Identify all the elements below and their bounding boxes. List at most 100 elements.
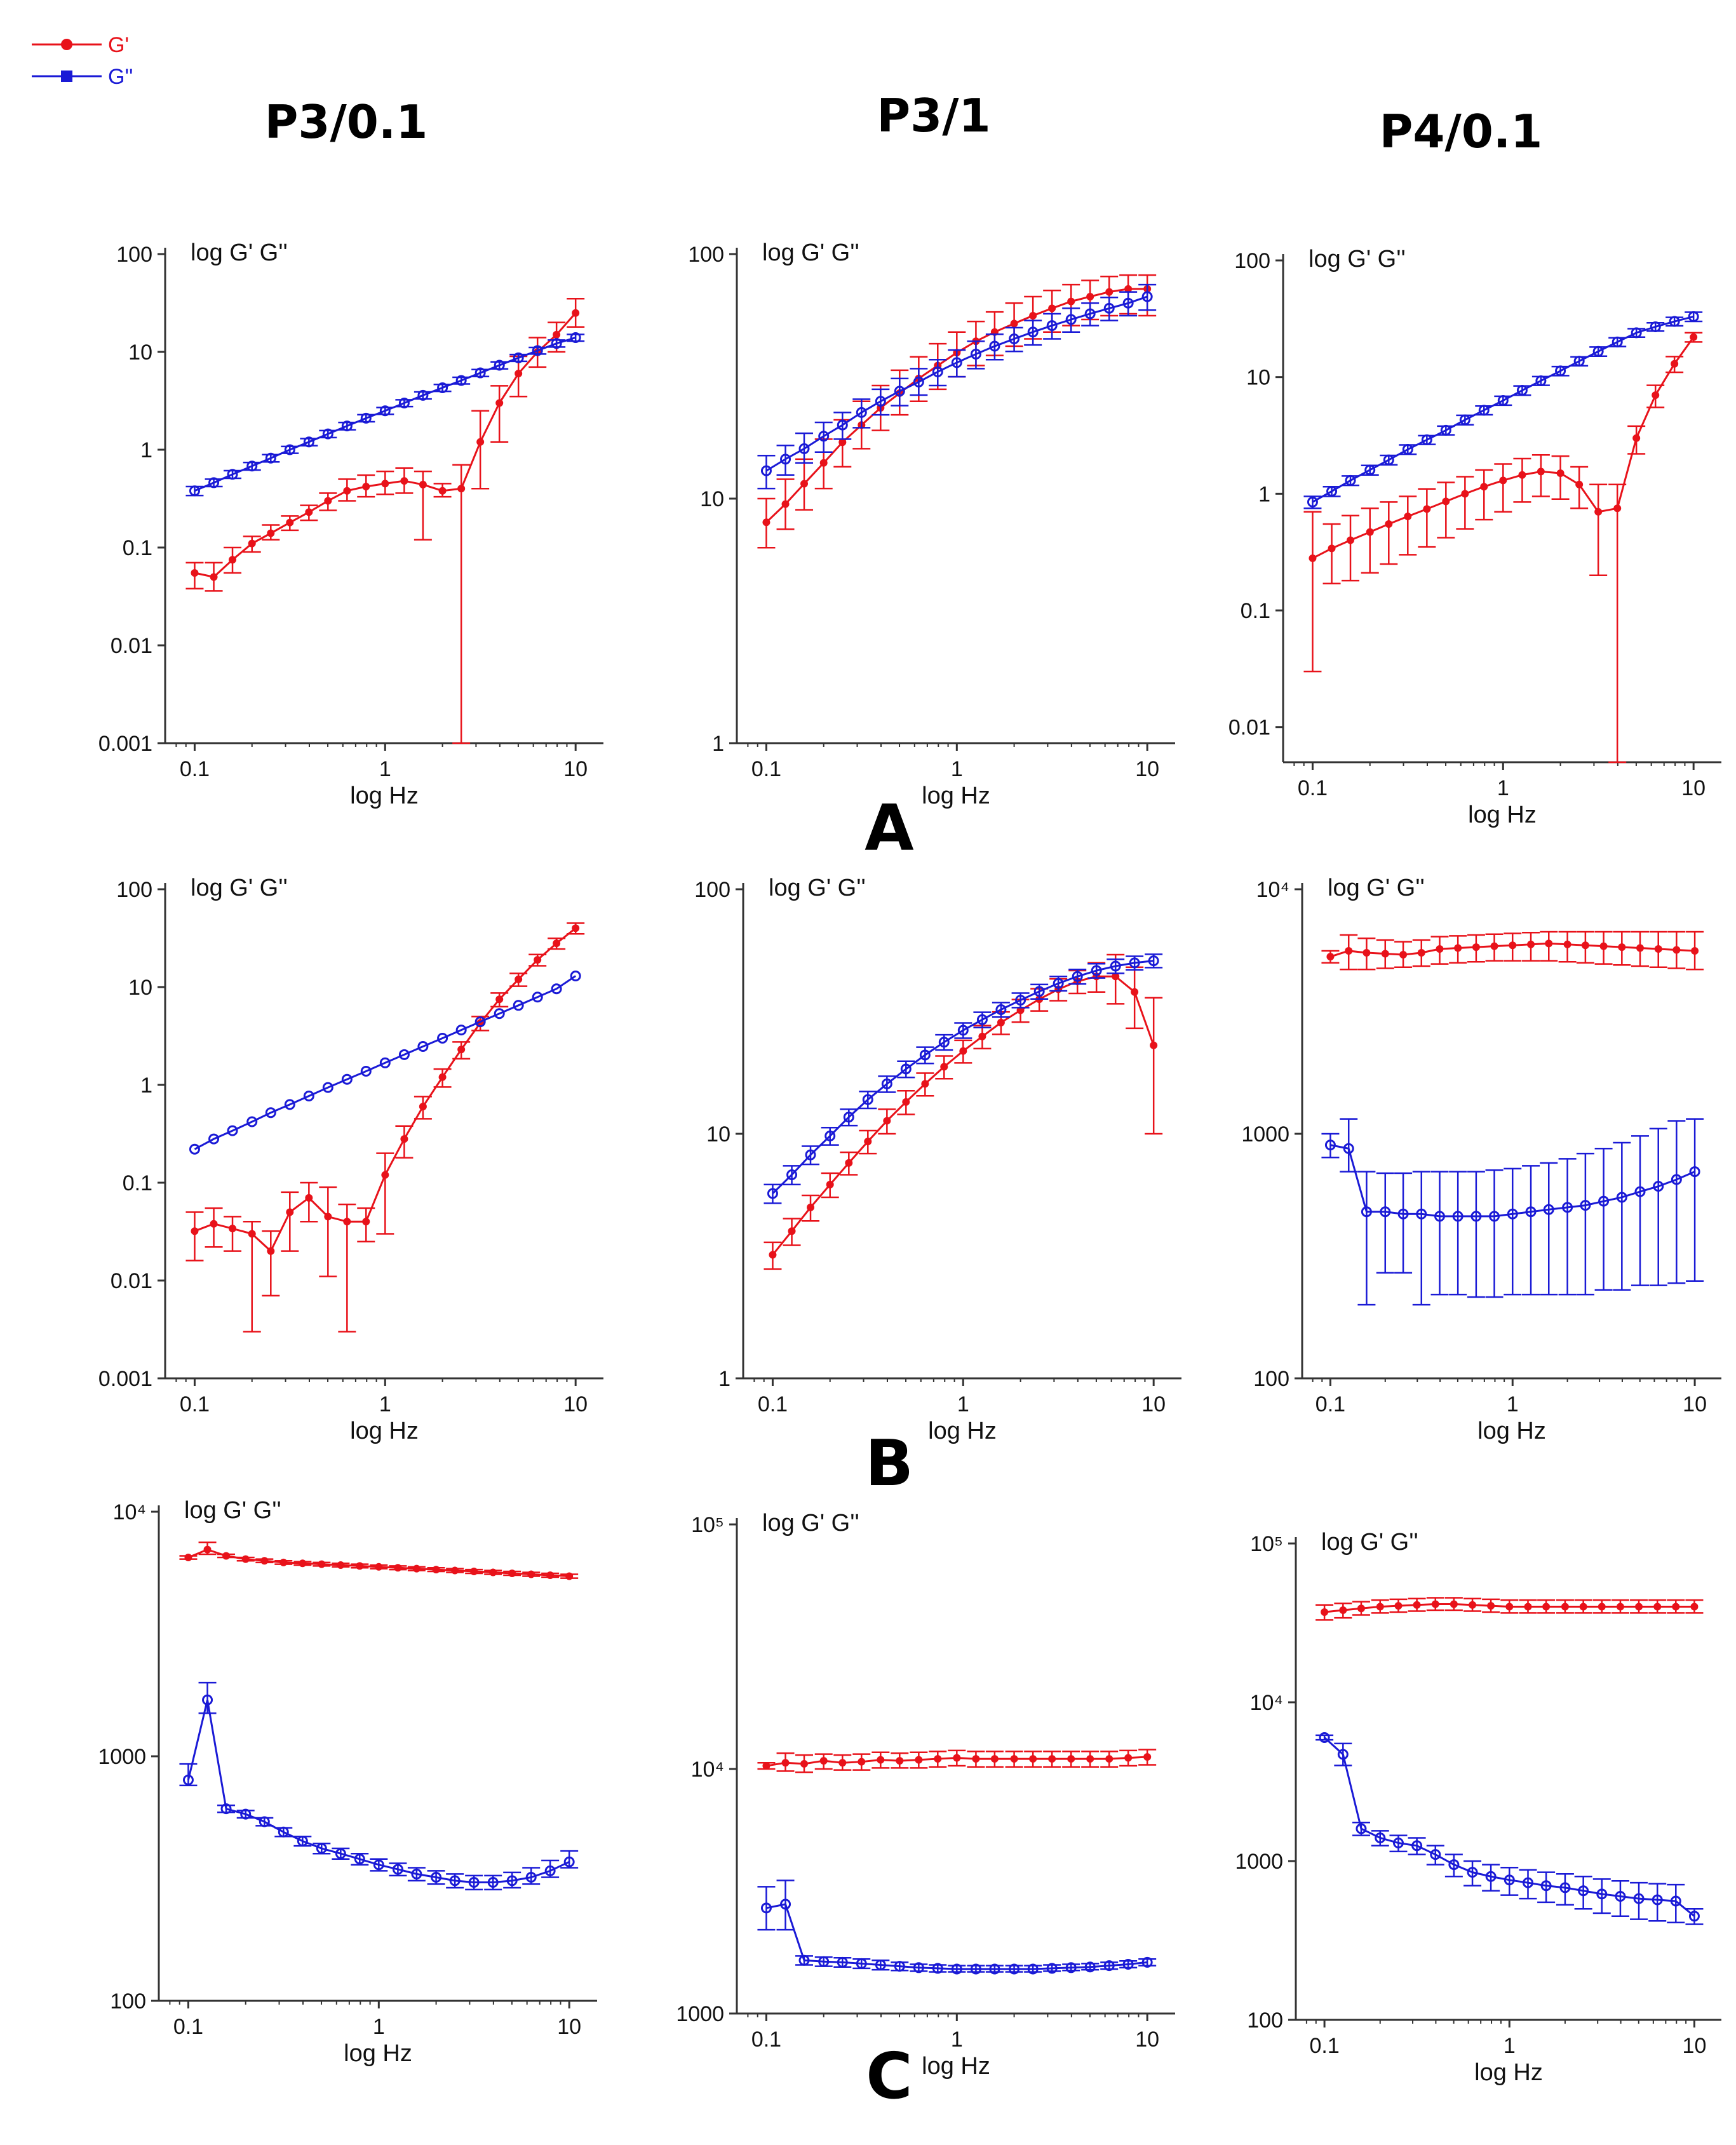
data-point [495,995,504,1004]
data-point [805,1149,816,1160]
y-tick-label: 10⁴ [1250,1691,1283,1715]
data-point [1129,957,1140,969]
x-tick-label: 0.1 [1298,776,1328,800]
data-point [1417,948,1425,957]
series-gdoubleprime [185,332,585,497]
data-point [360,1065,372,1077]
y-tick-label: 10 [706,1122,730,1146]
data-point [990,1755,999,1763]
series-gdoubleprime [179,1681,579,1891]
data-point [1672,1603,1680,1611]
data-point [1613,504,1622,513]
series-gprime [179,1541,579,1580]
data-point [1375,1832,1386,1843]
data-point [780,1899,791,1910]
data-point [1363,948,1371,957]
data-point [191,568,199,577]
data-point [248,539,256,548]
y-tick-label: 1 [140,438,152,462]
data-point [940,1063,948,1071]
data-point [1616,1603,1624,1611]
x-tick-label: 10 [557,2015,581,2039]
data-point [438,487,447,495]
data-point [1381,950,1389,958]
data-point [1105,288,1114,296]
data-point [1561,1603,1569,1611]
data-point [572,309,580,317]
data-point [1654,945,1662,953]
data-point [553,939,561,948]
data-point [1485,1871,1497,1882]
data-point [1423,505,1431,513]
data-point [457,485,466,493]
data-point [1010,319,1018,328]
data-point [1653,1181,1664,1192]
series-gprime [185,297,585,744]
data-point [1652,391,1660,400]
data-point [1635,1603,1643,1611]
data-point [875,1960,886,1971]
data-point [1065,314,1077,325]
chart-a-p3-0-1: 0.1 1 10 0.001 0.01 0.1 1 10 100 log G' G'' log Hz [98,239,603,809]
data-point [972,1755,980,1763]
series-gdoubleprime [1321,1118,1704,1306]
y-tick-label: 10 [128,340,152,365]
data-point [913,1962,924,1974]
data-point [1411,1840,1423,1852]
chart-title: log G' G'' [191,239,288,266]
data-point [1339,1606,1347,1615]
data-point [894,386,905,397]
x-tick-label: 10 [1141,1392,1166,1416]
data-point [1067,297,1075,306]
data-point [1347,536,1355,544]
data-point [978,1032,986,1040]
data-point [786,1169,798,1180]
data-point [838,1759,847,1767]
row-label-c: C [866,2039,913,2113]
data-point [1392,1838,1404,1849]
data-point [513,1000,524,1011]
chart-title: log G' G'' [1328,875,1425,901]
data-point [341,420,353,432]
data-point [769,1251,777,1259]
data-point [1616,1192,1627,1203]
data-point [318,1560,326,1568]
data-point [1507,1208,1518,1220]
data-point [1518,471,1526,479]
data-point [1653,1603,1662,1611]
data-point [1467,1867,1478,1878]
data-point [1380,1206,1391,1218]
axes: 0.1 1 10 0.001 0.01 0.1 1 10 100 log G' G'' log Hz [98,875,603,1444]
data-point [1399,951,1408,959]
data-point [1309,554,1317,562]
data-point [921,1080,929,1088]
y-tick-label: 100 [688,243,724,267]
data-point [818,1956,830,1967]
series-gdoubleprime [1315,1731,1704,1925]
chart-title: log G' G'' [762,239,859,266]
data-point [807,1203,815,1211]
data-point [1065,1962,1077,1974]
data-point [1383,454,1394,466]
legend-gprime-label: G' [108,33,129,57]
y-tick-label: 1000 [676,2002,724,2026]
data-point [335,1848,346,1859]
data-point [788,1227,796,1235]
x-tick-label: 1 [1497,776,1509,800]
data-point [375,1563,383,1571]
data-point [913,376,924,387]
data-point [819,1757,828,1765]
data-point [1402,444,1413,455]
y-tick-label: 0.01 [111,1269,152,1293]
data-point [800,1759,809,1768]
data-point [1337,1749,1349,1760]
data-point [976,1014,988,1025]
data-point [1537,467,1545,476]
data-point [246,1116,258,1127]
data-point [951,357,962,368]
data-point [400,1135,408,1143]
y-tick-label: 0.1 [123,1171,152,1195]
data-point [1504,1874,1515,1886]
data-point [1084,1961,1096,1973]
data-point [1356,1823,1367,1834]
